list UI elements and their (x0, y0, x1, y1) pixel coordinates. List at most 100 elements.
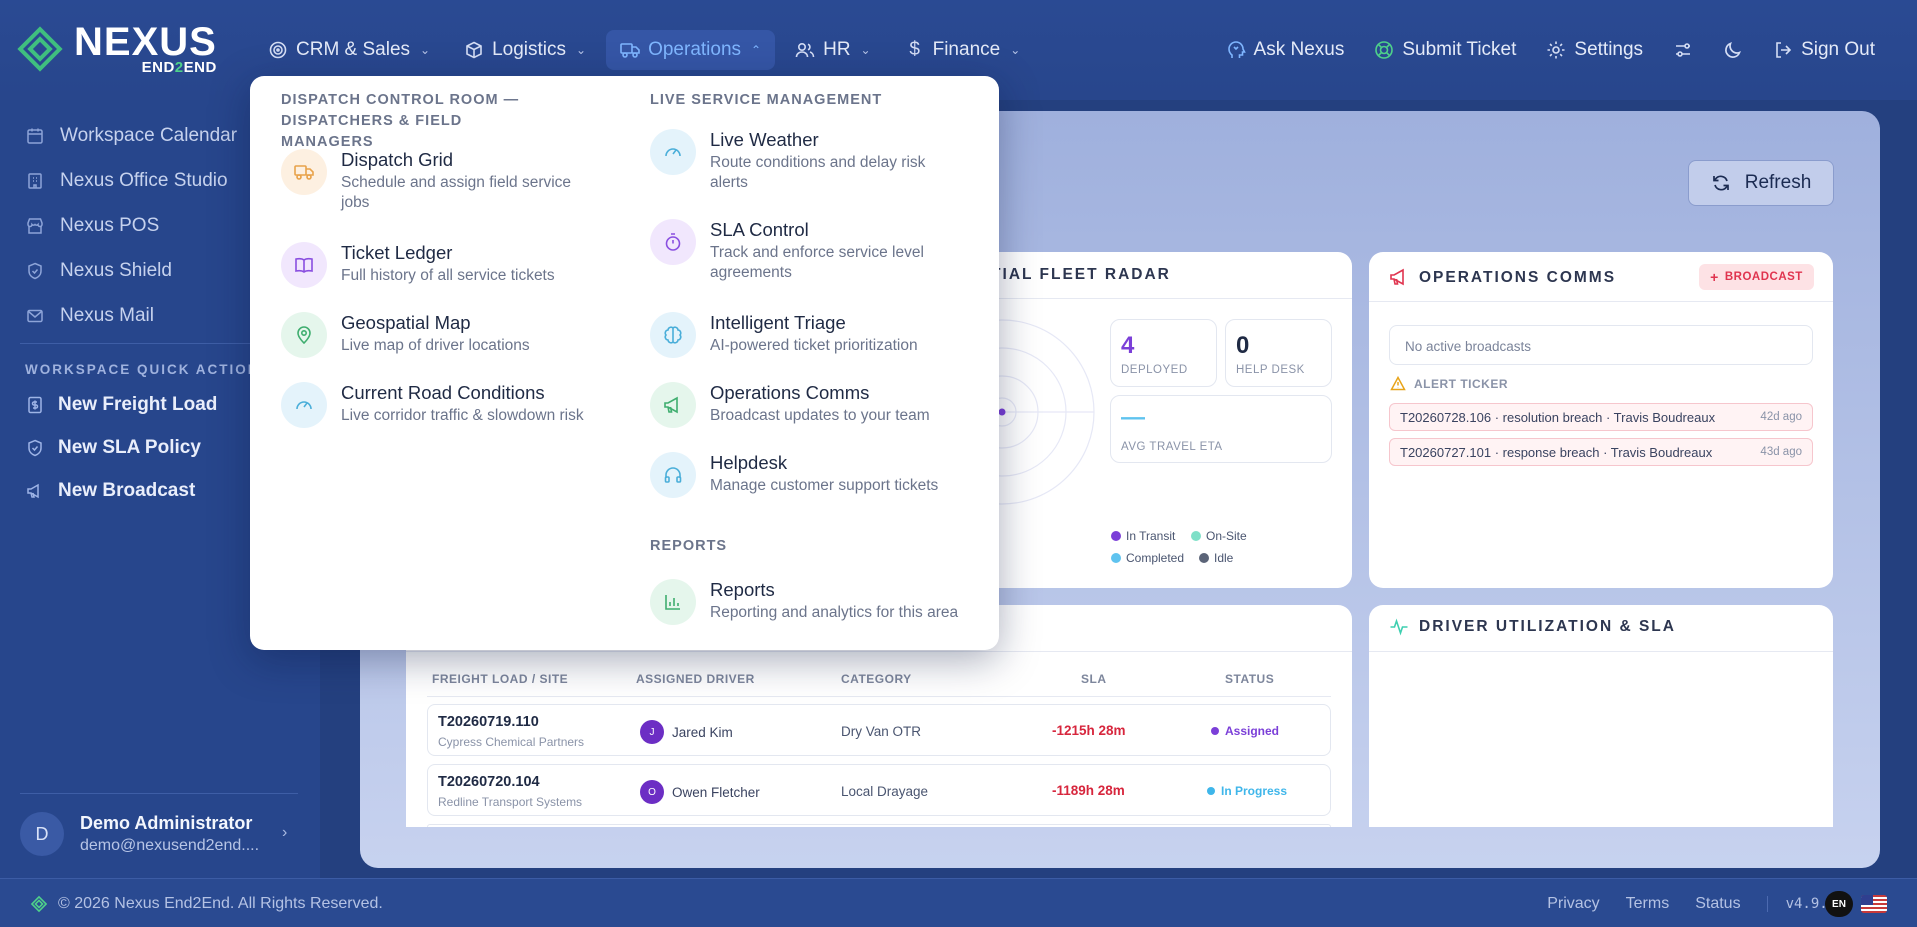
nav-logistics[interactable]: Logistics ⌄ (450, 30, 600, 70)
nav-label: Finance (933, 39, 1001, 61)
stopwatch-icon (650, 219, 696, 265)
freight-load-id: T20260720.104 (438, 774, 540, 790)
sidebar-item-workspace-calendar[interactable]: Workspace Calendar (26, 125, 237, 147)
menu-item-geospatial-map[interactable]: Geospatial Map Live map of driver locatio… (281, 312, 581, 358)
user-profile[interactable]: D Demo Administrator demo@nexusend2end..… (20, 812, 259, 856)
menu-item-desc: Full history of all service tickets (341, 266, 555, 286)
store-icon (26, 216, 46, 236)
ask-nexus-button[interactable]: Ask Nexus (1214, 30, 1357, 70)
status-link[interactable]: Status (1695, 895, 1740, 913)
alert-ticker-heading: ALERT TICKER (1390, 376, 1508, 391)
nav-label: Logistics (492, 39, 566, 61)
new-broadcast-button[interactable]: New Broadcast (26, 480, 195, 502)
menu-item-intelligent-triage[interactable]: Intelligent Triage AI-powered ticket prio… (650, 312, 950, 358)
sliders-icon (1673, 40, 1693, 60)
column-header-category: CATEGORY (841, 672, 912, 686)
us-flag-icon (1861, 895, 1887, 913)
gear-icon (1546, 40, 1566, 60)
legend-dot (1111, 531, 1121, 541)
sidebar-item-office-studio[interactable]: Nexus Office Studio (26, 170, 228, 192)
privacy-link[interactable]: Privacy (1547, 895, 1599, 913)
legend-dot (1191, 531, 1201, 541)
category: Dry Van OTR (841, 724, 921, 739)
new-freight-load-button[interactable]: New Freight Load (26, 394, 217, 416)
nav-finance[interactable]: $ Finance ⌄ (891, 30, 1035, 70)
operations-dropdown-menu: DISPATCH CONTROL ROOM — DISPATCHERS & FI… (250, 76, 999, 650)
filters-button[interactable] (1661, 30, 1705, 70)
table-row[interactable]: T20260719.110 Cypress Chemical Partners … (427, 704, 1331, 756)
lifebuoy-icon (1374, 40, 1394, 60)
brand-logo[interactable]: NEXUS END2END (14, 22, 217, 75)
menu-item-desc: Track and enforce service level agreemen… (710, 243, 950, 283)
map-pin-icon (281, 312, 327, 358)
deployed-value: 4 (1121, 332, 1134, 360)
sidebar-item-label: Nexus POS (60, 215, 159, 237)
new-sla-policy-button[interactable]: New SLA Policy (26, 437, 201, 459)
menu-item-title: Helpdesk (710, 452, 938, 474)
nav-crm-sales[interactable]: CRM & Sales ⌄ (254, 30, 444, 70)
nav-label: Operations (648, 39, 741, 61)
menu-item-desc: Route conditions and delay risk alerts (710, 153, 950, 193)
column-header-driver: ASSIGNED DRIVER (636, 672, 755, 686)
helpdesk-stat: 0 HELP DESK (1225, 319, 1332, 387)
sign-out-button[interactable]: Sign Out (1761, 30, 1887, 70)
sidebar-item-label: Nexus Mail (60, 305, 154, 327)
truck-icon (620, 40, 640, 60)
deployed-stat: 4 DEPLOYED (1110, 319, 1217, 387)
card-divider (406, 651, 1352, 652)
column-header-status: STATUS (1225, 672, 1274, 686)
sidebar-item-mail[interactable]: Nexus Mail (26, 305, 154, 327)
settings-button[interactable]: Settings (1534, 30, 1655, 70)
broadcast-button[interactable]: + BROADCAST (1699, 264, 1814, 290)
shield-icon (26, 261, 46, 281)
menu-item-ticket-ledger[interactable]: Ticket Ledger Full history of all service… (281, 242, 581, 288)
legend-dot (1199, 553, 1209, 563)
menu-item-sla-control[interactable]: SLA Control Track and enforce service lev… (650, 219, 950, 283)
radar-plot (990, 318, 1100, 508)
avatar: J (640, 720, 664, 744)
menu-item-reports[interactable]: Reports Reporting and analytics for this … (650, 579, 970, 625)
sidebar-item-label: Nexus Shield (60, 260, 172, 282)
status-badge: Assigned (1211, 724, 1279, 738)
menu-item-title: SLA Control (710, 219, 950, 241)
deployed-label: DEPLOYED (1121, 364, 1188, 376)
calendar-icon (26, 126, 46, 146)
copyright: © 2026 Nexus End2End. All Rights Reserve… (30, 895, 383, 913)
megaphone-icon (1389, 268, 1409, 286)
freight-load-id: T20260719.110 (438, 714, 539, 730)
chevron-down-icon: ⌄ (420, 43, 430, 57)
sidebar-item-shield[interactable]: Nexus Shield (26, 260, 172, 282)
table-row[interactable]: T20260720.104 Redline Transport Systems … (427, 764, 1331, 816)
submit-ticket-label: Submit Ticket (1402, 39, 1516, 61)
table-header-divider (427, 696, 1331, 697)
chevron-right-icon: › (282, 824, 287, 842)
menu-item-helpdesk[interactable]: Helpdesk Manage customer support tickets (650, 452, 950, 498)
assigned-driver: J Jared Kim (640, 720, 733, 744)
language-switcher[interactable]: EN (1825, 891, 1887, 917)
nav-hr[interactable]: HR ⌄ (781, 30, 885, 70)
nav-operations[interactable]: Operations ⌃ (606, 30, 775, 70)
alert-ticker-item[interactable]: T20260728.106 · resolution breach · Trav… (1389, 403, 1813, 431)
menu-item-desc: Manage customer support tickets (710, 476, 938, 496)
menu-item-operations-comms[interactable]: Operations Comms Broadcast updates to you… (650, 382, 950, 428)
menu-item-live-weather[interactable]: Live Weather Route conditions and delay r… (650, 129, 950, 193)
terms-link[interactable]: Terms (1626, 895, 1670, 913)
headphones-icon (650, 452, 696, 498)
quick-action-label: New SLA Policy (58, 437, 201, 459)
theme-toggle-button[interactable] (1711, 30, 1755, 70)
driver-utilization-card (1369, 605, 1833, 827)
alert-ticker-item[interactable]: T20260727.101 · response breach · Travis… (1389, 438, 1813, 466)
menu-item-title: Geospatial Map (341, 312, 530, 334)
legend-completed: Completed (1111, 551, 1184, 565)
sidebar-item-pos[interactable]: Nexus POS (26, 215, 159, 237)
eta-value: — (1121, 404, 1145, 432)
chevron-up-icon: ⌃ (751, 43, 761, 57)
chevron-down-icon: ⌄ (1010, 43, 1020, 57)
users-icon (795, 40, 815, 60)
submit-ticket-button[interactable]: Submit Ticket (1362, 30, 1528, 70)
legend-on-site: On-Site (1191, 529, 1247, 543)
menu-item-dispatch-grid[interactable]: Dispatch Grid Schedule and assign field s… (281, 149, 581, 213)
live-service-section-heading: LIVE SERVICE MANAGEMENT (650, 90, 882, 111)
menu-item-road-conditions[interactable]: Current Road Conditions Live corridor tra… (281, 382, 621, 428)
refresh-button[interactable]: Refresh (1688, 160, 1834, 206)
